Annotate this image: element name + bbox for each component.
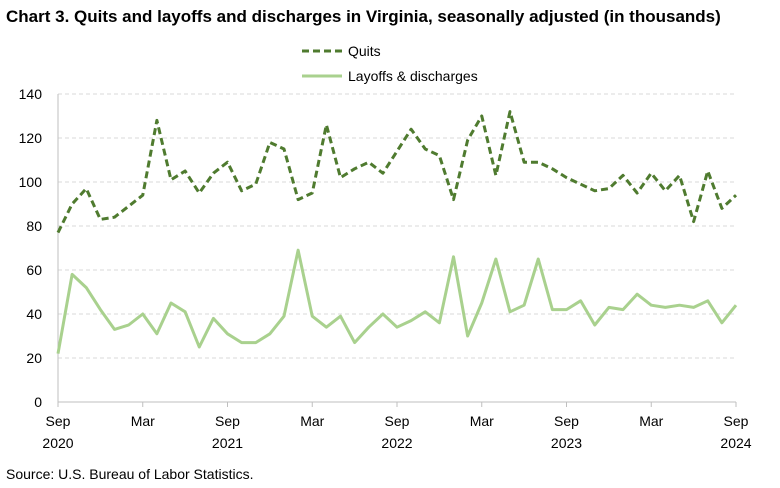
gridlines xyxy=(58,93,736,359)
legend-label: Quits xyxy=(348,43,381,59)
x-tick-label-year: 2020 xyxy=(42,435,73,451)
y-tick-label: 60 xyxy=(26,262,42,278)
x-tick-label-year: 2024 xyxy=(720,435,751,451)
x-tick-label-month: Mar xyxy=(131,413,155,429)
x-tick-label-year: 2021 xyxy=(212,435,243,451)
y-tick-label: 80 xyxy=(26,218,42,234)
y-tick-label: 140 xyxy=(19,86,43,102)
legend: Quits Layoffs & discharges xyxy=(302,43,478,84)
y-tick-label: 20 xyxy=(26,350,42,366)
y-tick-label: 120 xyxy=(19,130,43,146)
x-tick-label-month: Sep xyxy=(724,413,749,429)
x-tick-label-year: 2023 xyxy=(551,435,582,451)
series-line-layoffs-discharges xyxy=(56,248,738,354)
y-tick-label: 0 xyxy=(34,394,42,410)
x-tick-label-month: Sep xyxy=(554,413,579,429)
x-tick-label-year: 2022 xyxy=(381,435,412,451)
x-tick-labels: Sep 2020 Mar Sep 2021 Mar Sep 2022 Mar Sep 2023 Mar… xyxy=(42,413,751,451)
axes xyxy=(57,94,737,407)
x-tick-label-month: Mar xyxy=(639,413,663,429)
legend-label: Layoffs & discharges xyxy=(348,68,478,84)
series-line-quits xyxy=(56,110,738,234)
x-tick-label-month: Sep xyxy=(215,413,240,429)
series-lines xyxy=(56,110,738,354)
x-tick-label-month: Mar xyxy=(300,413,324,429)
y-tick-labels: 0 20 40 60 80 100 120 140 xyxy=(19,86,43,410)
x-tick-label-month: Sep xyxy=(46,413,71,429)
y-tick-label: 100 xyxy=(19,174,43,190)
source-note: Source: U.S. Bureau of Labor Statistics. xyxy=(6,466,254,482)
x-tick-label-month: Mar xyxy=(470,413,494,429)
x-tick-label-month: Sep xyxy=(385,413,410,429)
chart-title: Chart 3. Quits and layoffs and discharge… xyxy=(6,7,721,26)
y-tick-label: 40 xyxy=(26,306,42,322)
